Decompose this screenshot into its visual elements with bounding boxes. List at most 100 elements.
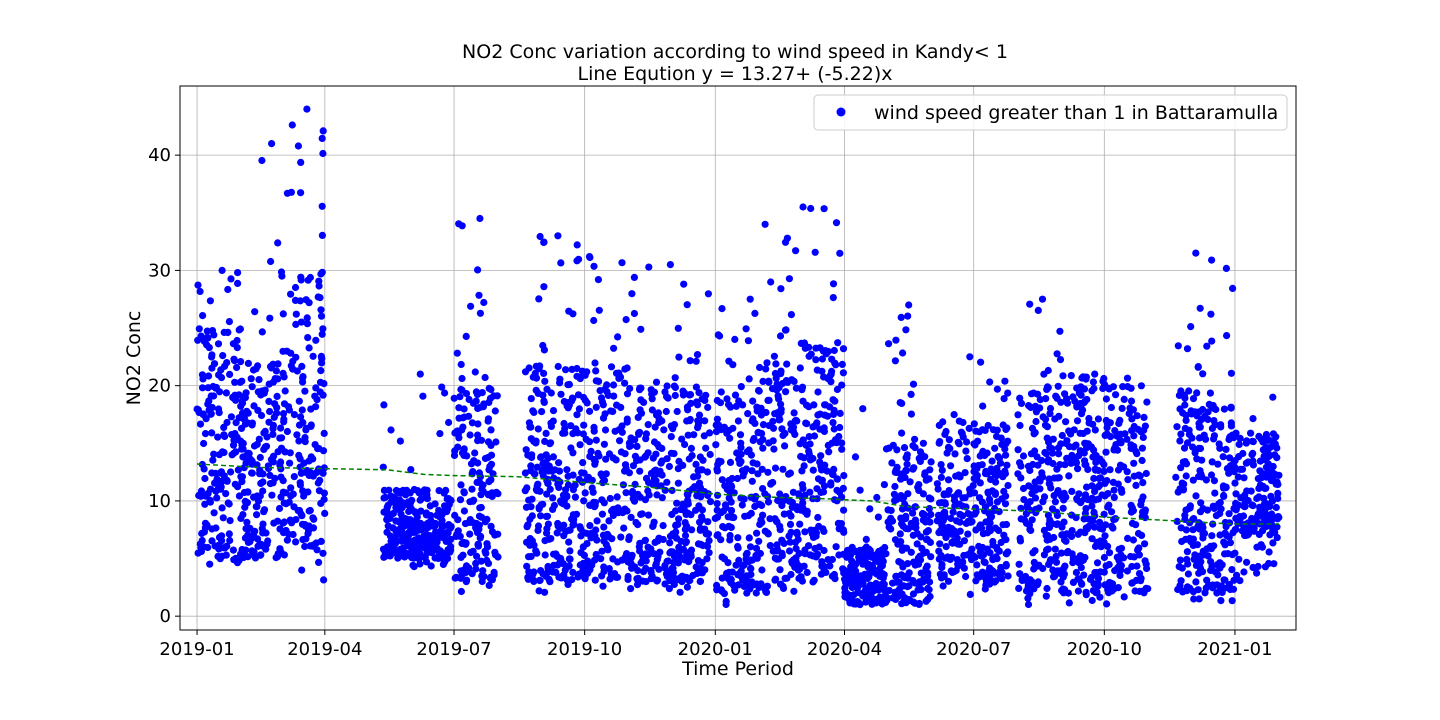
data-point [475,525,483,533]
data-point [909,598,918,606]
data-point [301,542,309,551]
data-point [398,521,406,529]
data-point [758,566,766,574]
data-point [1089,453,1097,461]
x-tick-label: 2020-01 [678,639,753,660]
data-point [647,566,655,575]
data-point [705,549,713,557]
data-point [1190,515,1198,523]
data-point [416,560,424,568]
data-point [1100,374,1108,383]
data-point [1035,475,1043,483]
data-point [937,526,945,535]
data-point [1207,471,1216,479]
data-point [782,326,790,334]
data-point [900,444,909,452]
data-point [474,420,482,428]
data-point [210,509,218,517]
data-point [815,543,823,551]
data-point [599,582,607,590]
data-point [814,550,822,558]
data-point [659,522,667,530]
data-point [545,575,553,584]
data-point [905,301,913,309]
data-point [756,363,764,372]
data-point [466,530,474,538]
data-point [590,262,598,270]
data-point [534,526,542,535]
data-point [437,533,445,541]
data-point [868,600,876,608]
data-point [317,306,325,314]
data-point [692,383,701,391]
data-point [550,501,559,510]
data-point [704,542,712,551]
data-point [776,566,784,574]
data-point [694,482,703,490]
data-point [494,553,502,561]
data-point [291,283,300,292]
data-point [400,501,408,509]
data-point [440,489,448,497]
data-point [256,470,264,478]
data-point [716,332,724,340]
data-point [1207,310,1215,318]
data-point [565,380,574,389]
data-point [243,499,251,507]
data-point [280,415,288,423]
data-point [1262,463,1270,471]
data-point [902,326,910,334]
data-point [630,309,639,318]
data-point [1235,555,1243,563]
data-point [753,529,761,537]
data-point [262,442,271,450]
data-point [919,439,928,447]
data-point [272,367,280,375]
data-point [201,430,210,438]
data-point [447,523,455,531]
data-point [973,561,981,569]
data-point [1074,530,1082,538]
data-point [601,385,609,393]
data-point [1136,472,1144,480]
data-point [657,459,665,467]
data-point [917,569,925,577]
data-point [610,392,618,400]
data-point [234,269,242,277]
data-point [663,572,671,581]
data-point [993,544,1001,552]
data-point [210,360,219,368]
data-point [872,595,880,604]
data-point [832,543,840,551]
data-point [535,587,543,595]
data-point [1217,421,1225,429]
data-point [1034,306,1042,314]
data-point [822,350,830,358]
data-point [1042,592,1050,600]
data-point [927,458,935,466]
data-point [749,397,757,405]
data-point [852,567,860,575]
data-point [862,535,870,544]
data-point [592,377,600,385]
data-point [1180,444,1189,452]
data-point [1042,415,1050,423]
data-point [267,455,275,464]
data-point [1118,404,1126,412]
data-point [1208,532,1216,540]
data-point [530,568,538,576]
data-point [822,568,830,577]
data-point [1029,549,1037,557]
data-point [644,487,652,495]
data-point [1120,395,1128,403]
data-point [380,401,388,409]
data-point [586,407,594,415]
data-point [830,346,838,355]
data-point [1101,492,1109,500]
data-point [208,525,216,533]
data-point [600,537,608,545]
data-point [1176,485,1184,493]
data-point [892,336,900,344]
data-point [800,462,808,470]
data-point [981,585,989,593]
